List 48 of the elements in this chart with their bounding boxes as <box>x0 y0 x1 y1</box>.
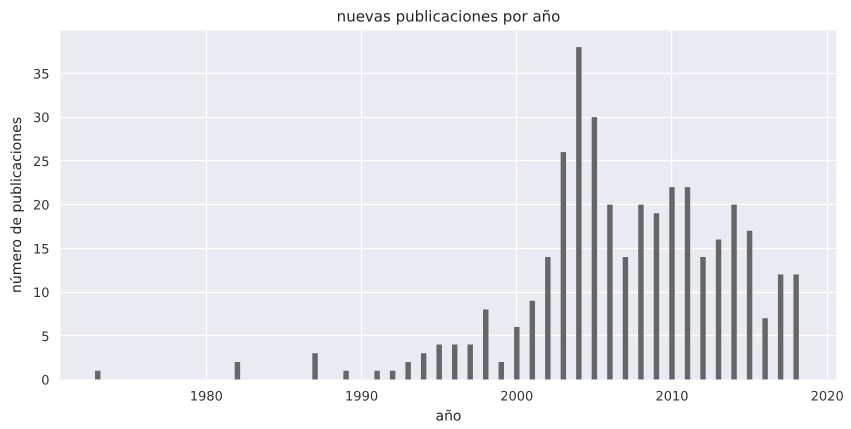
bar <box>654 213 660 380</box>
y-tick-label: 15 <box>32 242 50 258</box>
x-tick-label: 1980 <box>190 390 223 404</box>
x-tick-label: 2010 <box>655 390 689 404</box>
y-tick-label: 35 <box>32 67 50 82</box>
bar <box>669 187 675 380</box>
bar <box>452 344 458 380</box>
bar <box>405 362 411 380</box>
y-tick-label: 5 <box>41 330 50 345</box>
bar <box>312 353 318 380</box>
x-tick-label: 2020 <box>810 390 844 404</box>
bar <box>638 204 644 380</box>
bar <box>746 230 752 380</box>
bar <box>343 370 349 380</box>
x-tick-label: 2000 <box>500 390 534 404</box>
bar <box>468 344 473 380</box>
y-tick-label: 30 <box>32 111 50 126</box>
y-tick-label: 10 <box>32 286 50 302</box>
bar <box>545 257 551 380</box>
bar <box>374 370 380 380</box>
x-tick-label: 1990 <box>345 390 378 404</box>
bar <box>560 152 566 380</box>
y-axis-title: número de publicaciones <box>8 116 25 294</box>
bar <box>778 274 784 380</box>
bar <box>95 370 100 380</box>
bar <box>514 327 520 380</box>
bar <box>234 362 240 380</box>
bar <box>731 204 737 380</box>
bar <box>390 370 396 380</box>
bar <box>420 353 426 380</box>
bar <box>700 257 706 380</box>
bar <box>576 47 582 380</box>
bar <box>793 274 799 380</box>
bar <box>483 310 488 380</box>
y-tick-label: 0 <box>41 374 50 388</box>
bar <box>592 117 598 380</box>
bar <box>684 187 690 380</box>
bar <box>436 344 442 380</box>
bar <box>607 204 613 380</box>
bar <box>716 240 722 380</box>
chart-title: nuevas publicaciones por año <box>336 8 560 26</box>
bar <box>530 300 536 380</box>
bar <box>498 362 504 380</box>
bar <box>622 257 628 380</box>
x-axis-title: año <box>435 408 462 424</box>
bar <box>762 318 768 380</box>
y-tick-label: 20 <box>32 198 50 214</box>
y-tick-label: 25 <box>32 154 50 170</box>
